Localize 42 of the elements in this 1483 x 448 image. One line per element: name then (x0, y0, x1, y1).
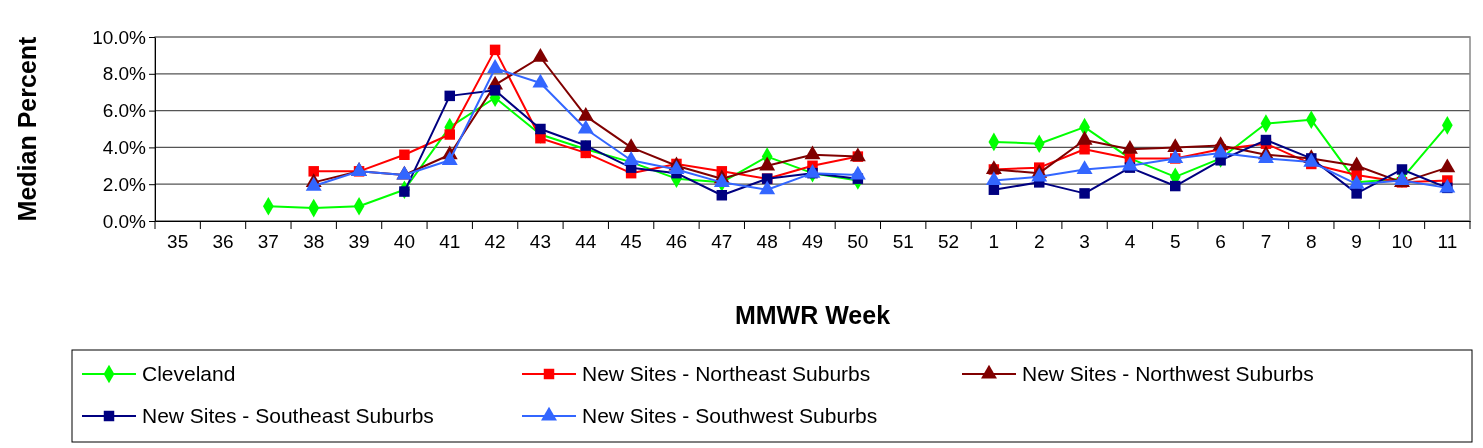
x-tick-label: 40 (393, 231, 415, 253)
x-tick-label: 45 (620, 231, 642, 253)
x-tick-label: 50 (847, 231, 869, 253)
legend-label: New Sites - Northeast Suburbs (582, 362, 871, 385)
x-tick-label: 3 (1079, 231, 1090, 253)
x-tick-label: 9 (1351, 231, 1362, 253)
x-tick-label: 44 (575, 231, 597, 253)
x-tick-label: 8 (1306, 231, 1317, 253)
y-tick-label: 4.0% (102, 136, 147, 158)
legend-label: New Sites - Southeast Suburbs (142, 404, 434, 427)
y-tick-label: 6.0% (102, 100, 147, 122)
x-axis-title: MMWR Week (734, 301, 891, 329)
x-tick-label: 46 (665, 231, 688, 253)
x-tick-label: 38 (303, 231, 325, 253)
x-tick-label: 5 (1169, 231, 1181, 253)
y-tick-label: 0.0% (102, 210, 147, 232)
x-tick-label: 47 (711, 231, 733, 253)
x-tick-label: 49 (801, 231, 824, 253)
x-tick-label: 7 (1260, 231, 1272, 253)
y-axis-title: Median Percent (13, 35, 41, 222)
x-tick-label: 42 (484, 231, 506, 253)
legend-label: Cleveland (142, 362, 236, 385)
x-tick-label: 35 (167, 231, 189, 253)
x-tick-label: 36 (212, 231, 234, 253)
x-tick-label: 4 (1124, 231, 1136, 253)
x-tick-label: 51 (892, 231, 914, 253)
legend-label: New Sites - Southwest Suburbs (582, 404, 878, 427)
y-tick-label: 10.0% (92, 26, 147, 48)
y-tick-label: 2.0% (102, 173, 147, 195)
legend-label: New Sites - Northwest Suburbs (1022, 362, 1314, 385)
x-tick-label: 2 (1033, 231, 1045, 253)
x-tick-label: 43 (529, 231, 551, 253)
y-tick-label: 8.0% (102, 63, 147, 85)
x-tick-label: 41 (439, 231, 461, 253)
x-tick-label: 52 (937, 231, 960, 253)
x-tick-label: 10 (1391, 231, 1413, 253)
x-tick-label: 39 (348, 231, 370, 253)
x-tick-label: 1 (988, 231, 1000, 253)
x-tick-label: 48 (756, 231, 778, 253)
x-tick-label: 6 (1215, 231, 1226, 253)
x-tick-label: 11 (1437, 231, 1458, 253)
x-tick-label: 37 (257, 231, 279, 253)
